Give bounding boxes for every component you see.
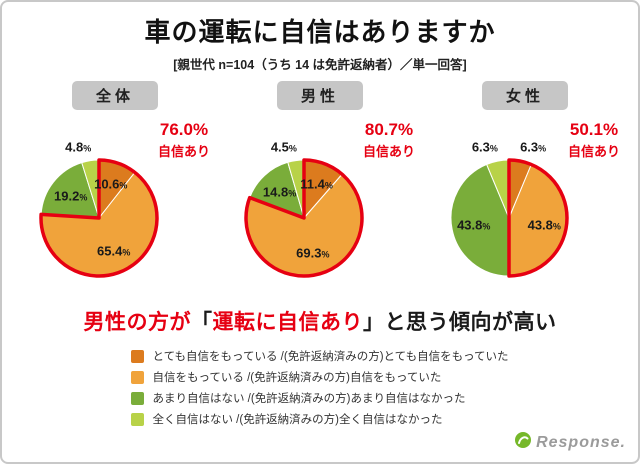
pie-male: 11.4% 69.3% 14.8% 4.5% [229, 138, 379, 288]
badge-female: 女性 [481, 81, 568, 110]
pie-svg [39, 158, 159, 278]
legend-label: 自信をもっている /(免許返納済みの方)自信をもっていた [152, 372, 442, 384]
slice-label: 43.8% [457, 217, 491, 233]
legend-label: とても自信をもっている /(免許返納済みの方)とても自信をもっていた [152, 351, 509, 363]
badge-overall: 全体 [71, 81, 158, 110]
response-logo-icon [514, 431, 532, 454]
legend-item: 全く自信はない /(免許返納済みの方)全く自信はなかった [131, 411, 508, 427]
chart-panel-female: 女性 50.1% 自信あり 6.3% 43.8% 43.8% 6.3% [426, 81, 624, 296]
pie-slice [40, 161, 100, 219]
legend-item: とても自信をもっている /(免許返納済みの方)とても自信をもっていた [131, 348, 509, 364]
slice-label: 65.4% [97, 243, 131, 259]
confidence-label: 自信あり [362, 144, 415, 159]
confidence-percent: 50.1% [569, 120, 619, 139]
headline-segment: 運転に自信あり [212, 311, 363, 334]
legend-swatch-not-very-confident [131, 391, 145, 405]
confidence-outline [39, 158, 159, 278]
pie-chart-female: 50.1% 自信あり 6.3% 43.8% 43.8% 6.3% [426, 114, 624, 296]
slice-label: 10.6% [94, 176, 128, 192]
confidence-callout-overall: 76.0% 自信あり [158, 120, 210, 160]
confidence-callout-female: 50.1% 自信あり [568, 120, 620, 160]
response-watermark: Response. [514, 431, 626, 454]
slice-label: 19.2% [54, 188, 88, 204]
slice-label: 6.3% [471, 139, 498, 155]
headline-segment: 」と思う傾向が高い [363, 311, 557, 334]
badge-male: 男性 [276, 81, 363, 110]
survey-subtitle: [親世代 n=104（うち 14 は免許返納者）／単一回答] [173, 58, 467, 72]
pie-svg [244, 158, 364, 278]
slice-label: 11.4% [300, 176, 333, 192]
chart-panel-male: 男性 80.7% 自信あり 11.4% 69.3% 14.8% 4.5% [221, 81, 419, 296]
legend-item: 自信をもっている /(免許返納済みの方)自信をもっていた [131, 369, 508, 385]
charts-row: 全体 76.0% 自信あり 10.6% 65.4% 19.2% 4.8% 男性 80.… [2, 81, 638, 296]
confidence-percent: 76.0% [159, 120, 209, 139]
confidence-percent: 80.7% [364, 120, 414, 139]
pie-chart-male: 80.7% 自信あり 11.4% 69.3% 14.8% 4.5% [221, 114, 419, 296]
pie-slice [450, 163, 510, 277]
confidence-outline [244, 158, 364, 278]
legend-swatch-not-at-all-confident [131, 412, 145, 426]
headline-segment: 男性の方が [83, 311, 191, 334]
headline-message: 男性の方が「運転に自信あり」と思う傾向が高い [2, 306, 638, 336]
chart-panel-overall: 全体 76.0% 自信あり 10.6% 65.4% 19.2% 4.8% [16, 81, 214, 296]
slice-label: 6.3% [520, 139, 547, 155]
pie-female: 6.3% 43.8% 43.8% 6.3% [434, 138, 584, 288]
legend: とても自信をもっている /(免許返納済みの方)とても自信をもっていた 自信をもっ… [131, 348, 509, 427]
pie-overall: 10.6% 65.4% 19.2% 4.8% [24, 138, 174, 288]
slice-label: 43.8% [527, 217, 561, 233]
slice-label: 69.3% [296, 245, 330, 261]
legend-item: あまり自信はない /(免許返納済みの方)あまり自信はなかった [131, 390, 508, 406]
watermark-text: Response. [536, 433, 626, 451]
legend-swatch-very-confident [131, 349, 145, 363]
headline-segment: 「 [191, 311, 213, 334]
pie-svg [450, 158, 569, 278]
confidence-callout-male: 80.7% 自信あり [363, 120, 415, 160]
legend-label: 全く自信はない /(免許返納済みの方)全く自信はなかった [152, 414, 443, 426]
legend-label: あまり自信はない /(免許返納済みの方)あまり自信はなかった [152, 393, 466, 405]
slice-label: 4.8% [65, 139, 92, 155]
page-title: 車の運転に自信はありますか [144, 17, 496, 47]
slice-label: 4.5% [270, 139, 297, 155]
confidence-outline [507, 158, 569, 278]
legend-swatch-confident [131, 370, 145, 384]
confidence-label: 自信あり [157, 144, 210, 159]
slice-label: 14.8% [262, 184, 297, 200]
pie-chart-overall: 76.0% 自信あり 10.6% 65.4% 19.2% 4.8% [16, 114, 214, 296]
confidence-label: 自信あり [567, 144, 620, 159]
